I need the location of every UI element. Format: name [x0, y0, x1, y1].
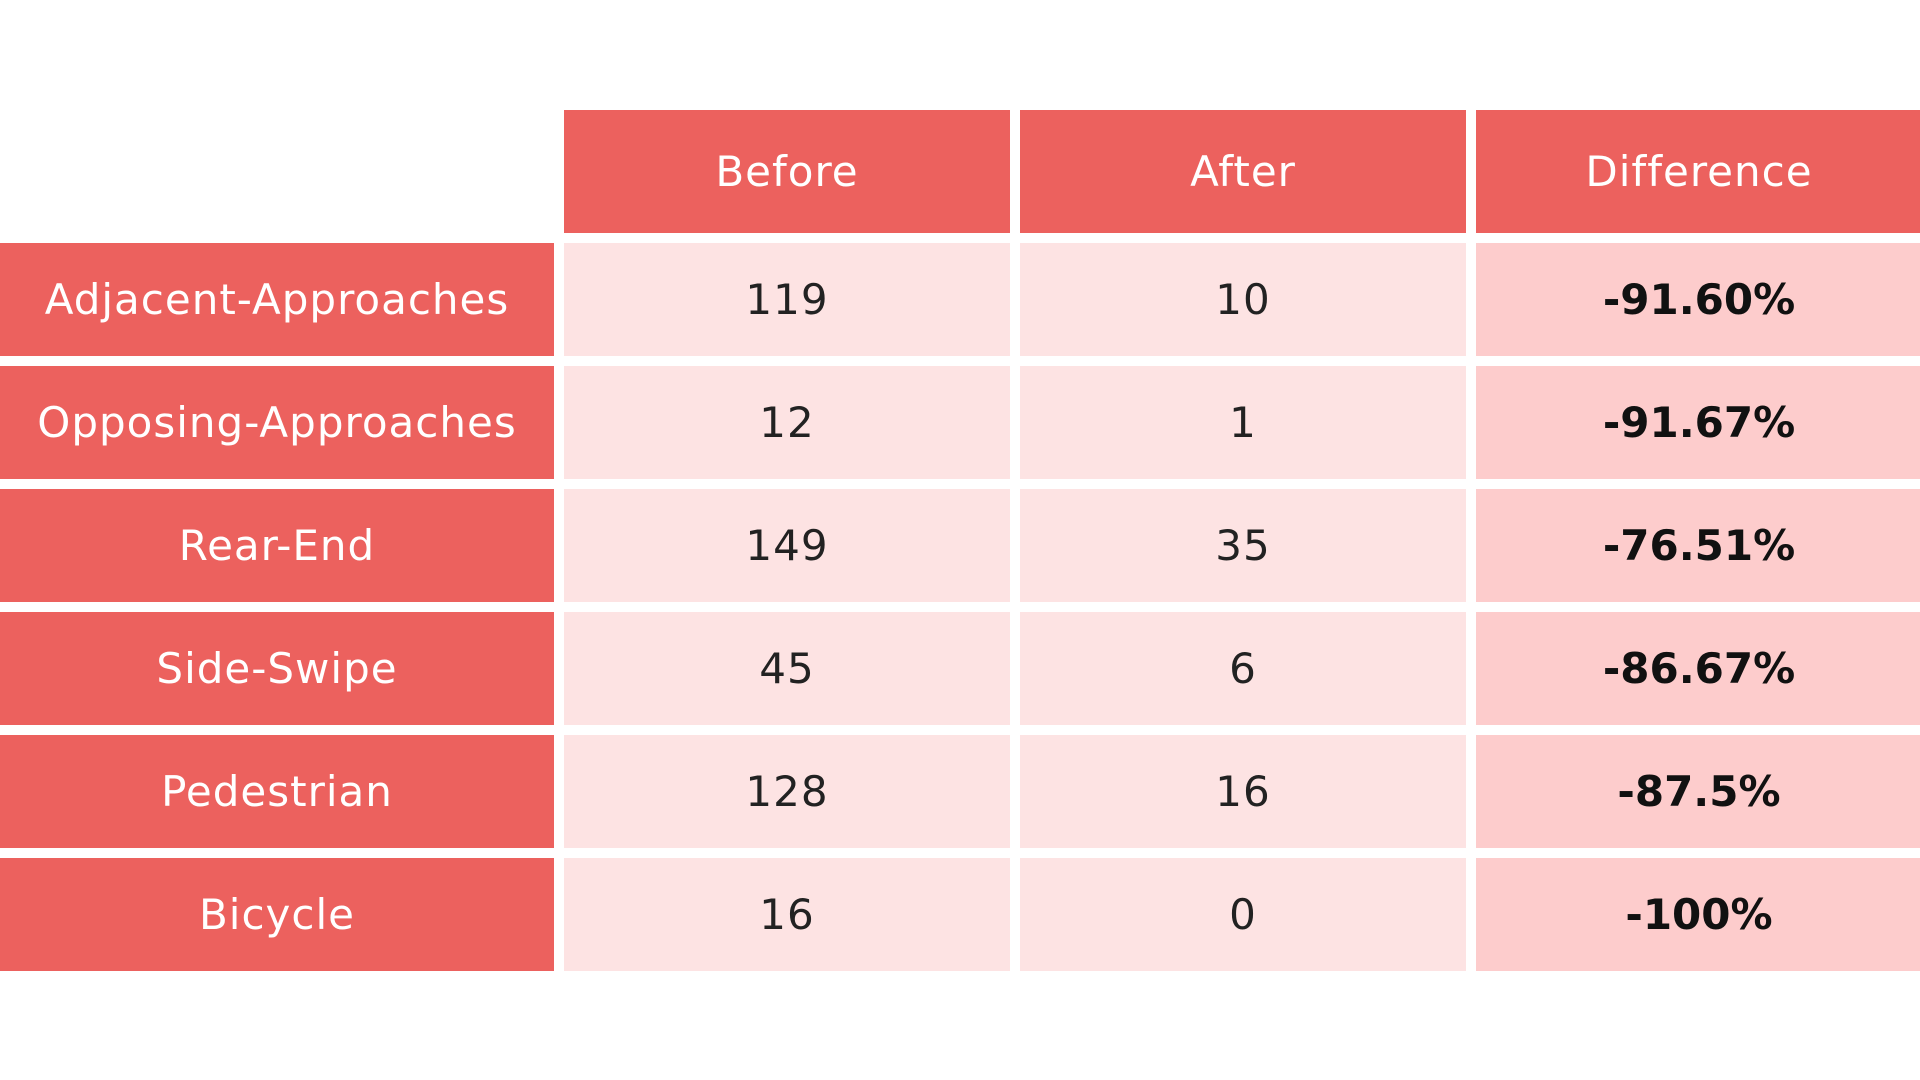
cell-before: 128 — [564, 735, 1010, 848]
cell-difference: -87.5% — [1476, 735, 1920, 848]
cell-difference: -86.67% — [1476, 612, 1920, 725]
column-header-after: After — [1020, 110, 1466, 233]
cell-after: 16 — [1020, 735, 1466, 848]
cell-after: 10 — [1020, 243, 1466, 356]
cell-before: 119 — [564, 243, 1010, 356]
row-label-bicycle: Bicycle — [0, 858, 554, 971]
row-label-adjacent-approaches: Adjacent-Approaches — [0, 243, 554, 356]
cell-after: 0 — [1020, 858, 1466, 971]
row-label-rear-end: Rear-End — [0, 489, 554, 602]
cell-difference: -91.60% — [1476, 243, 1920, 356]
cell-after: 6 — [1020, 612, 1466, 725]
row-label-side-swipe: Side-Swipe — [0, 612, 554, 725]
row-label-pedestrian: Pedestrian — [0, 735, 554, 848]
cell-before: 45 — [564, 612, 1010, 725]
cell-before: 149 — [564, 489, 1010, 602]
table-corner — [0, 110, 554, 233]
cell-difference: -100% — [1476, 858, 1920, 971]
cell-difference: -91.67% — [1476, 366, 1920, 479]
cell-after: 35 — [1020, 489, 1466, 602]
cell-after: 1 — [1020, 366, 1466, 479]
data-table: Before After Difference Adjacent-Approac… — [0, 110, 1920, 971]
cell-before: 16 — [564, 858, 1010, 971]
cell-before: 12 — [564, 366, 1010, 479]
column-header-before: Before — [564, 110, 1010, 233]
row-label-opposing-approaches: Opposing-Approaches — [0, 366, 554, 479]
cell-difference: -76.51% — [1476, 489, 1920, 602]
column-header-difference: Difference — [1476, 110, 1920, 233]
